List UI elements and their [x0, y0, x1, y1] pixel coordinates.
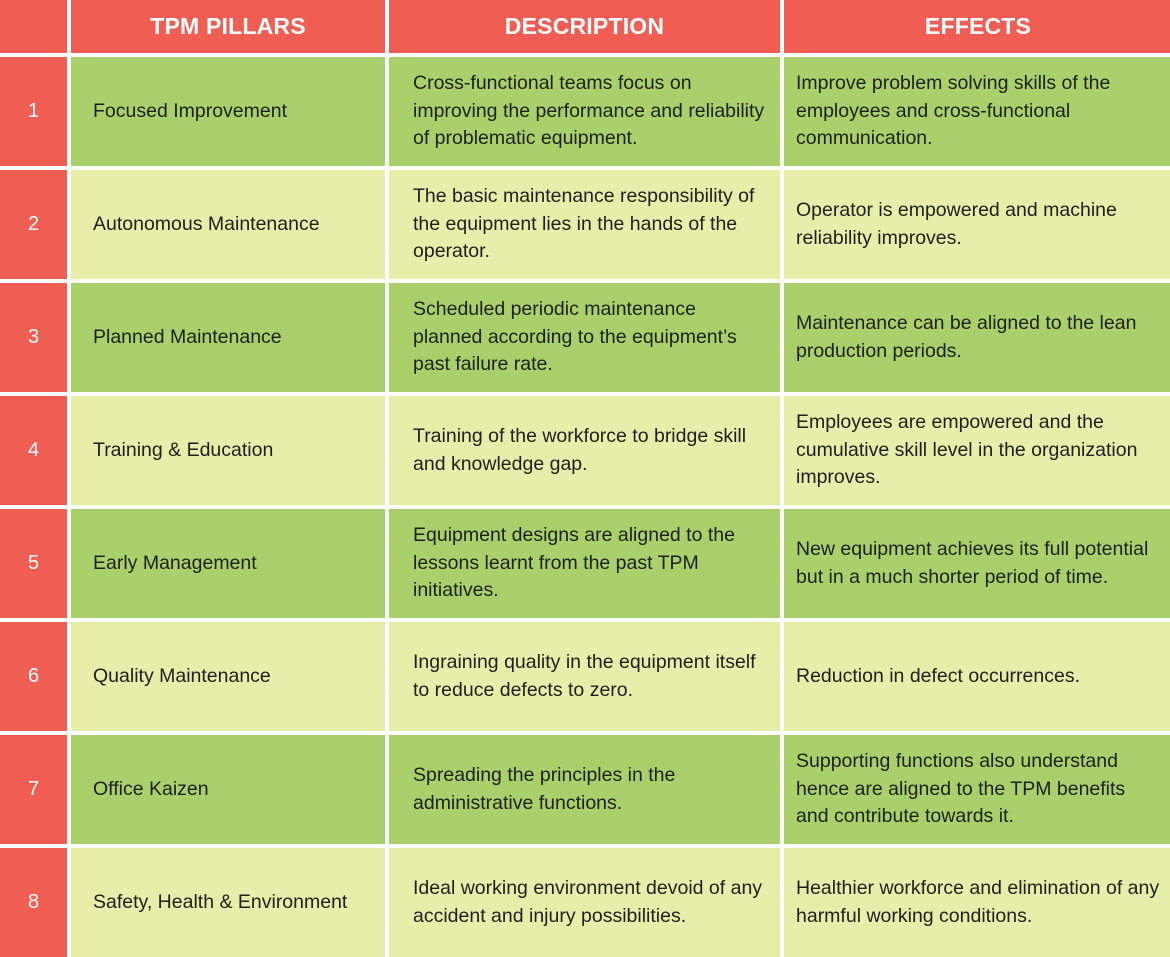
pillar-name: Quality Maintenance — [71, 622, 385, 731]
pillar-name: Planned Maintenance — [71, 283, 385, 392]
pillar-description: Ideal working environment devoid of any … — [389, 848, 780, 957]
pillar-name: Training & Education — [71, 396, 385, 505]
pillar-effects: Healthier workforce and elimination of a… — [784, 848, 1170, 957]
row-number: 7 — [0, 735, 67, 844]
pillar-effects: Reduction in defect occurrences. — [784, 622, 1170, 731]
pillar-description: Equipment designs are aligned to the les… — [389, 509, 780, 618]
row-number: 8 — [0, 848, 67, 957]
pillar-name: Focused Improvement — [71, 57, 385, 166]
row-number: 5 — [0, 509, 67, 618]
pillar-effects: Improve problem solving skills of the em… — [784, 57, 1170, 166]
pillar-description: Training of the workforce to bridge skil… — [389, 396, 780, 505]
header-pillars: TPM PILLARS — [71, 0, 385, 53]
header-effects: EFFECTS — [784, 0, 1170, 53]
header-number-cell — [0, 0, 67, 53]
pillar-name: Autonomous Maintenance — [71, 170, 385, 279]
pillar-name: Early Management — [71, 509, 385, 618]
pillar-description: Spreading the principles in the administ… — [389, 735, 780, 844]
row-number: 4 — [0, 396, 67, 505]
pillar-effects: Supporting functions also understand hen… — [784, 735, 1170, 844]
pillar-description: Scheduled periodic maintenance planned a… — [389, 283, 780, 392]
row-number: 3 — [0, 283, 67, 392]
pillar-name: Safety, Health & Environment — [71, 848, 385, 957]
pillar-effects: Employees are empowered and the cumulati… — [784, 396, 1170, 505]
row-number: 6 — [0, 622, 67, 731]
pillar-description: Ingraining quality in the equipment itse… — [389, 622, 780, 731]
header-description: DESCRIPTION — [389, 0, 780, 53]
pillar-effects: Operator is empowered and machine reliab… — [784, 170, 1170, 279]
pillar-name: Office Kaizen — [71, 735, 385, 844]
pillar-description: Cross-functional teams focus on improvin… — [389, 57, 780, 166]
pillar-description: The basic maintenance responsibility of … — [389, 170, 780, 279]
pillar-effects: Maintenance can be aligned to the lean p… — [784, 283, 1170, 392]
row-number: 1 — [0, 57, 67, 166]
pillar-effects: New equipment achieves its full potentia… — [784, 509, 1170, 618]
row-number: 2 — [0, 170, 67, 279]
